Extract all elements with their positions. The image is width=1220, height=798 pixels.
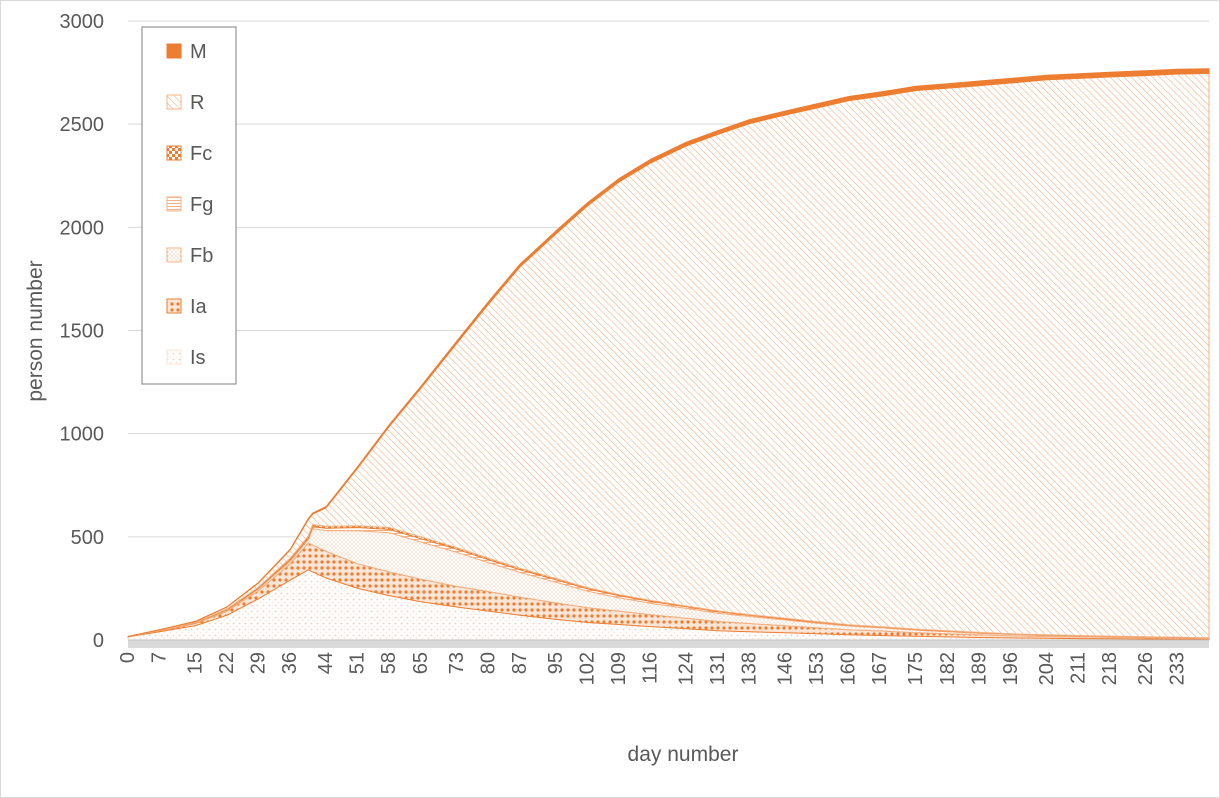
x-tick-label: 95 — [545, 652, 567, 674]
series-area-R — [127, 72, 1210, 639]
y-tick-label: 2500 — [60, 114, 105, 136]
legend-label-Is: Is — [190, 347, 206, 369]
legend-swatch-Fc — [166, 145, 182, 161]
x-tick-label: 167 — [869, 652, 891, 685]
x-tick-label: 146 — [775, 652, 797, 685]
x-tick-label: 138 — [739, 652, 761, 685]
x-tick-label: 131 — [707, 652, 729, 685]
x-axis-title: day number — [628, 743, 739, 766]
x-tick-label: 73 — [446, 652, 468, 674]
x-tick-label: 65 — [410, 652, 432, 674]
x-tick-label: 124 — [676, 652, 698, 685]
x-tick-label: 116 — [640, 652, 662, 684]
x-tick-label: 0 — [117, 652, 139, 663]
x-tick-label: 204 — [1036, 652, 1058, 685]
y-tick-label: 1000 — [60, 424, 105, 446]
x-tick-label: 160 — [838, 652, 860, 685]
x-tick-label: 189 — [968, 652, 990, 685]
x-axis-band — [128, 640, 1209, 648]
x-tick-label: 182 — [937, 652, 959, 685]
x-tick-label: 7 — [149, 652, 171, 663]
x-tick-label: 211 — [1067, 652, 1089, 684]
x-tick-label: 44 — [315, 652, 337, 674]
legend-label-Fg: Fg — [190, 194, 213, 216]
x-tick-label: 175 — [905, 652, 927, 685]
x-tick-label: 29 — [248, 652, 270, 674]
x-tick-label: 153 — [806, 652, 828, 685]
x-tick-label: 58 — [378, 652, 400, 674]
x-tick-label: 80 — [477, 652, 499, 674]
legend-swatch-Ia — [166, 298, 182, 314]
series-areas — [127, 68, 1210, 641]
legend-swatch-R — [166, 94, 182, 110]
x-tick-label: 102 — [576, 652, 598, 685]
legend-label-Fc: Fc — [190, 143, 212, 165]
x-tick-label: 87 — [509, 652, 531, 674]
x-tick-label: 51 — [347, 652, 369, 674]
legend-label-Fb: Fb — [190, 245, 213, 267]
legend-label-R: R — [190, 92, 204, 114]
legend-label-M: M — [190, 41, 207, 63]
x-tick-label: 15 — [185, 652, 207, 674]
y-tick-label: 1500 — [60, 321, 105, 343]
x-tick-label: 233 — [1167, 652, 1189, 685]
y-axis-title: person number — [24, 260, 47, 401]
legend-swatch-Is — [166, 349, 182, 365]
x-tick-label: 109 — [608, 652, 630, 685]
y-tick-label: 500 — [71, 527, 104, 549]
legend-swatch-Fg — [166, 196, 182, 212]
legend-swatch-Fb — [166, 247, 182, 263]
legend: M R Fc Fg Fb Ia Is — [141, 26, 237, 385]
legend-label-Ia: Ia — [190, 296, 208, 318]
x-tick-label: 218 — [1099, 652, 1121, 685]
y-tick-label: 0 — [93, 630, 104, 652]
x-tick-label: 36 — [279, 652, 301, 674]
x-tick-label: 22 — [216, 652, 238, 674]
series-area-M — [127, 68, 1210, 637]
y-tick-label: 3000 — [60, 11, 105, 33]
legend-box — [141, 26, 237, 385]
y-tick-label: 2000 — [60, 217, 105, 239]
x-tick-label: 196 — [1000, 652, 1022, 685]
legend-swatch-M — [166, 43, 182, 59]
x-tick-label: 226 — [1135, 652, 1157, 685]
